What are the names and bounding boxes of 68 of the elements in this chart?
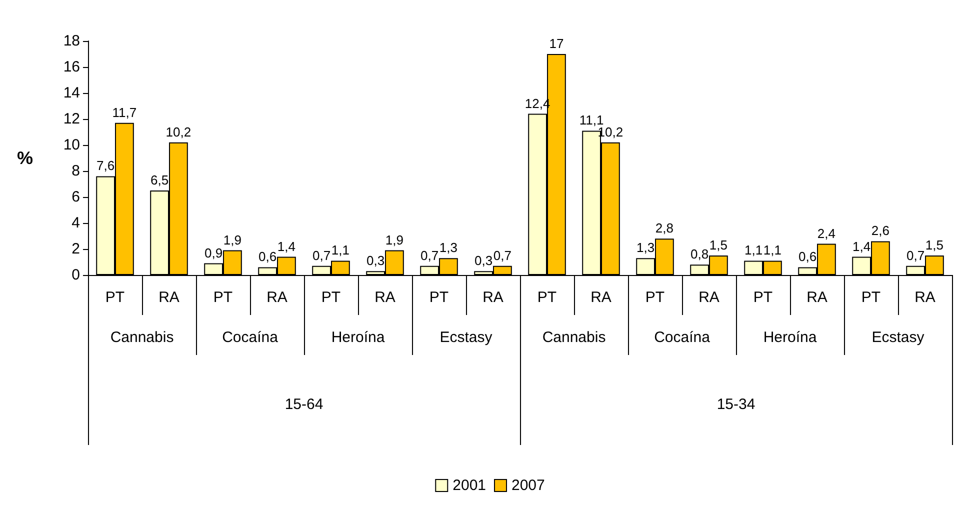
y-axis-title: % — [16, 148, 33, 168]
y-tick-label: 6 — [72, 188, 80, 206]
y-tick-label: 8 — [72, 162, 80, 180]
data-label: 1,4 — [852, 238, 871, 254]
data-label: 0,7 — [420, 248, 439, 263]
data-label: 0,7 — [493, 248, 512, 263]
y-tick-label: 4 — [72, 214, 80, 232]
data-label: 1,3 — [439, 240, 458, 256]
text: 15-64 — [284, 396, 324, 413]
y-tick-label: 16 — [63, 58, 80, 76]
x-tick-label: RA — [266, 289, 288, 306]
x-tick-label: PT — [861, 289, 881, 306]
text: Cocaína — [222, 329, 279, 346]
data-label: 2,8 — [655, 220, 674, 236]
y-tick-label: 18 — [63, 32, 80, 50]
x-tick-label: RA — [698, 289, 720, 306]
x-tick-label: RA — [482, 289, 504, 306]
text: Heroína — [763, 329, 818, 346]
text: Ecstasy — [872, 329, 925, 346]
legend-label: 2007 — [512, 477, 545, 494]
x-tick-label: RA — [806, 289, 828, 306]
y-tick-label: 12 — [63, 110, 80, 128]
data-label: 2,4 — [817, 226, 836, 241]
text: 15-34 — [716, 396, 756, 413]
y-tick-label: 2 — [72, 240, 80, 258]
y-tick-label: 14 — [63, 84, 80, 102]
x-tick-label: PT — [645, 289, 665, 306]
x-tick-label: PT — [429, 289, 449, 306]
x-tick-label: PT — [321, 289, 341, 306]
x-tick-label: PT — [105, 289, 125, 306]
data-label: 0,9 — [204, 245, 223, 260]
x-tick-label: RA — [158, 289, 180, 306]
data-label: 1,1 — [744, 242, 763, 258]
x-tick-label: RA — [914, 289, 936, 306]
data-label: 1,5 — [709, 238, 728, 252]
data-label: 1,3 — [636, 240, 655, 256]
data-label: 0,3 — [366, 253, 385, 268]
data-label: 0,7 — [312, 248, 331, 263]
data-label: 1,9 — [385, 232, 404, 248]
data-label: 0,7 — [906, 248, 925, 263]
data-label: 0,6 — [798, 249, 817, 264]
data-label: 0,8 — [690, 246, 709, 262]
data-label: 7,6 — [96, 158, 115, 174]
data-label: 1,9 — [223, 232, 242, 248]
text: Cocaína — [654, 329, 711, 346]
text: Ecstasy — [440, 329, 493, 346]
data-label: 6,5 — [150, 172, 169, 188]
data-label: 1,5 — [925, 238, 944, 252]
data-label: 17 — [549, 36, 564, 51]
data-label: 2,6 — [871, 223, 890, 238]
text: Heroína — [331, 329, 386, 346]
data-label: 0,3 — [474, 253, 493, 268]
data-label: 1,4 — [277, 238, 296, 254]
text: Cannabis — [110, 329, 174, 346]
legend-label: 2001 — [452, 477, 486, 494]
x-tick-label: PT — [537, 289, 557, 306]
data-label: 11,7 — [112, 104, 137, 120]
y-tick-label: 10 — [63, 136, 80, 154]
x-tick-label: RA — [374, 289, 396, 306]
data-label: 1,1 — [763, 242, 782, 258]
x-tick-label: PT — [753, 289, 773, 306]
text: Cannabis — [542, 329, 606, 346]
x-tick-label: PT — [213, 289, 233, 306]
data-label: 10,2 — [166, 124, 192, 140]
data-label: 1,1 — [331, 242, 350, 258]
y-tick-label: 0 — [72, 266, 80, 284]
data-label: 0,6 — [258, 249, 277, 264]
x-tick-label: RA — [590, 289, 612, 306]
